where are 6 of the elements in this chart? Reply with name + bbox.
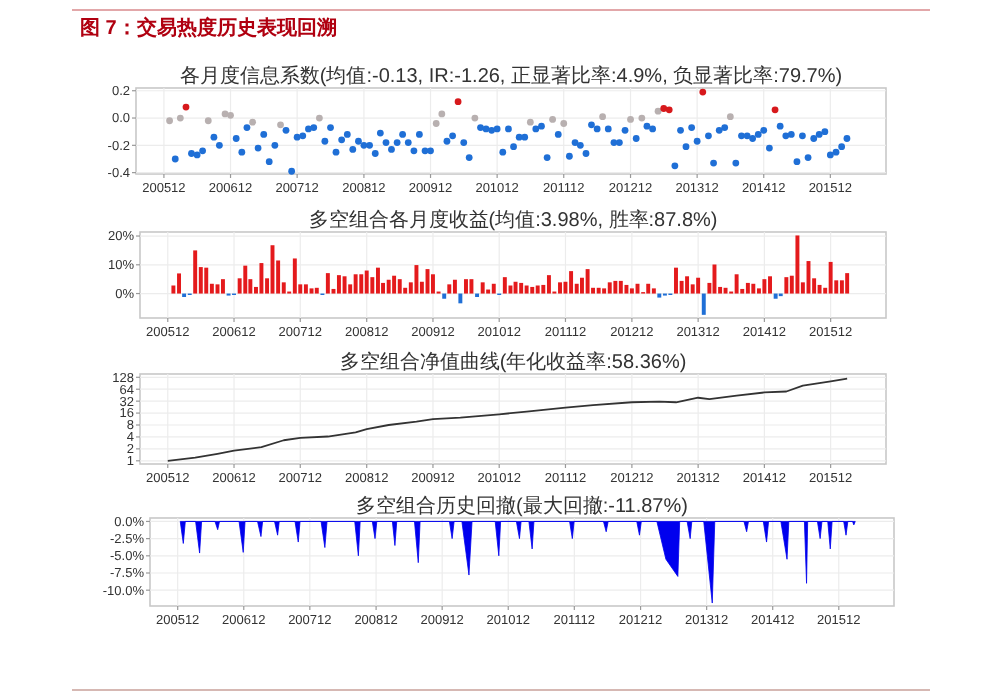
chart-title: 多空组合净值曲线(年化收益率:58.36%) xyxy=(339,350,687,374)
chart-title: 多空组合各月度收益(均值:3.98%, 胜率:87.8%) xyxy=(308,208,718,232)
line-series xyxy=(166,377,849,462)
text: 图 7：交易热度历史表现回溯 xyxy=(80,16,337,40)
chart-title: 多空组合历史回撤(最大回撤:-11.87%) xyxy=(356,494,688,518)
chart-title: 各月度信息系数(均值:-0.13, IR:-1.26, 正显著比率:4.9%, 负显著比率:79.7%) xyxy=(179,64,843,88)
